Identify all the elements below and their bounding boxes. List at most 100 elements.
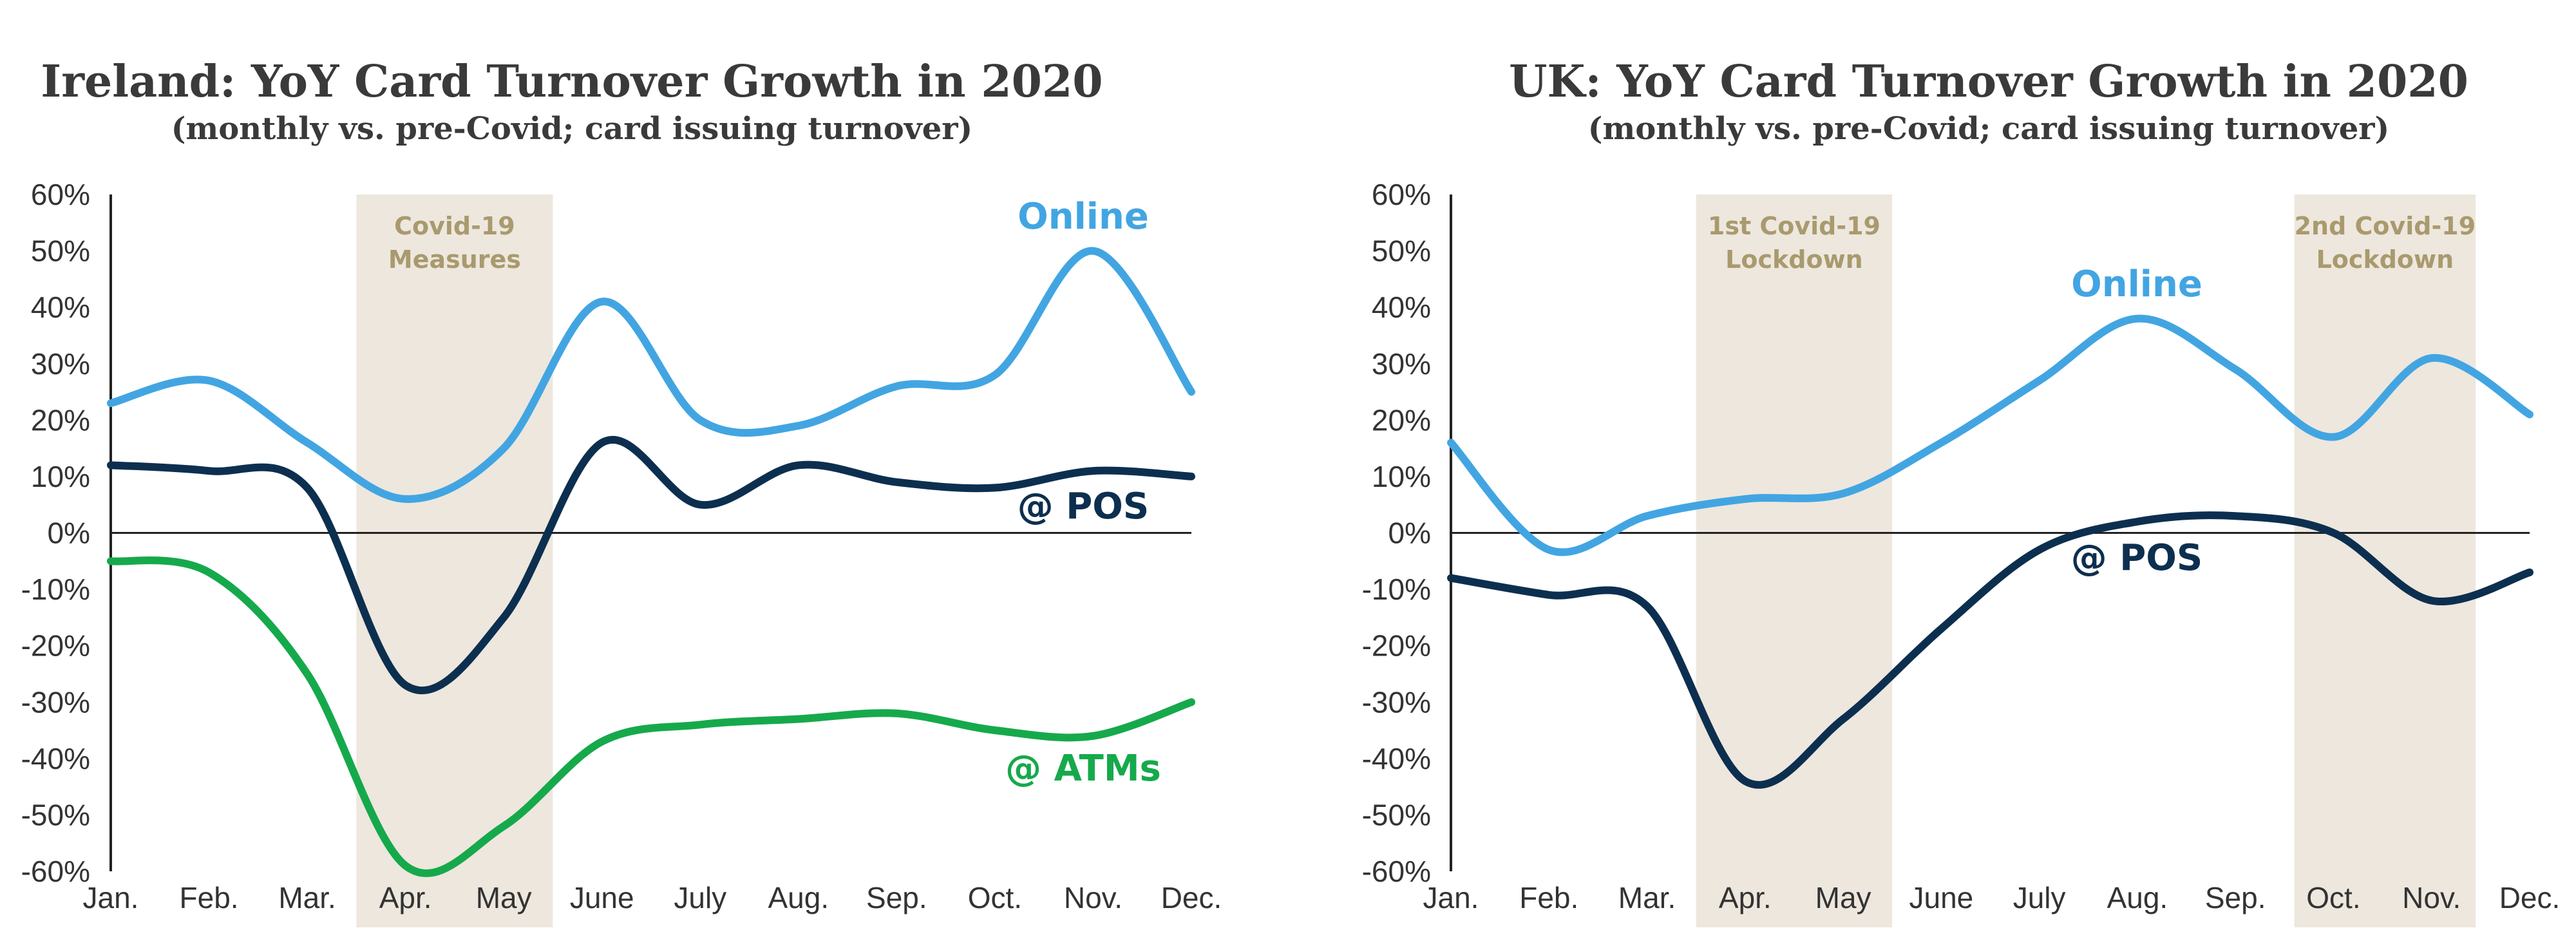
uk-y-tick-label: 10% (1372, 460, 1431, 493)
ireland-pos-point (404, 683, 408, 687)
uk-shade-label: Lockdown (1725, 245, 1863, 274)
ireland-x-tick-label: Mar. (278, 881, 336, 914)
uk-y-tick-label: 0% (1388, 516, 1431, 550)
ireland-atms-point (1189, 700, 1193, 704)
ireland-y-tick-label: -30% (21, 685, 90, 719)
ireland-y-tick-label: -40% (21, 742, 90, 775)
uk-shade-label: 1st Covid-19 (1708, 212, 1880, 240)
ireland-y-tick-label: 20% (31, 403, 90, 437)
uk-x-tick-label: Dec. (2499, 881, 2561, 914)
ireland-series-line-atms (107, 556, 1195, 878)
ireland-atms-point (404, 864, 408, 867)
ireland-online-point (207, 379, 211, 383)
ireland-y-tick-label: -60% (21, 855, 90, 888)
ireland-pos-point (1189, 475, 1193, 478)
ireland-atms-point (895, 712, 898, 715)
uk-series-label-online: Online (2071, 263, 2202, 305)
uk-x-tick-label: June (1909, 881, 1973, 914)
ireland-y-tick-label: 50% (31, 234, 90, 268)
uk-online-point (1743, 497, 1747, 501)
ireland-pos-point (305, 486, 309, 489)
ireland-y-tick-label: -20% (21, 629, 90, 663)
ireland-shade-label: Measures (388, 245, 521, 274)
ireland-x-tick-label: June (570, 881, 634, 914)
ireland-pos-point (698, 503, 702, 507)
ireland-pos-point (1091, 469, 1095, 473)
uk-pos-point (2430, 599, 2434, 603)
uk-online-point (1939, 440, 1943, 444)
ireland-series-label-online: Online (1018, 196, 1149, 238)
ireland-x-tick-label: Apr. (379, 881, 432, 914)
uk-x-tick-label: May (1815, 881, 1871, 914)
ireland-atms-point (993, 728, 997, 732)
ireland-series-line-online (107, 247, 1195, 503)
ireland-series-label-atms: @ ATMs (1005, 748, 1161, 790)
ireland-atms-point (305, 672, 309, 676)
uk-online-point (2528, 413, 2532, 417)
ireland-atms-point (207, 571, 211, 574)
uk-online-point (2331, 435, 2335, 439)
uk-y-tick-label: -20% (1362, 629, 1431, 663)
ireland-online-point (797, 424, 800, 428)
uk-online-point (2233, 368, 2237, 372)
uk-pos-point (2038, 548, 2041, 552)
ireland-online-point (993, 373, 997, 377)
uk-pos-point (1449, 576, 1453, 580)
uk-online-point (2038, 379, 2041, 383)
uk-x-tick-label: Apr. (1719, 881, 1772, 914)
ireland-pos-point (993, 486, 997, 489)
ireland-x-tick-label: Sep. (866, 881, 927, 914)
ireland-x-tick-label: July (674, 881, 726, 914)
ireland-online-point (600, 299, 604, 303)
ireland-online-point (404, 497, 408, 501)
ireland-y-tick-label: -10% (21, 573, 90, 606)
uk-x-tick-label: Oct. (2306, 881, 2360, 914)
uk-pos-point (1743, 779, 1747, 783)
uk-x-tick-label: Mar. (1618, 881, 1676, 914)
uk-series-label-pos: @ POS (2071, 537, 2202, 579)
uk-pos-point (2331, 531, 2335, 535)
uk-chart-title: UK: YoY Card Turnover Growth in 2020 (1509, 56, 2468, 108)
ireland-atms-point (502, 824, 506, 828)
ireland-x-tick-label: Nov. (1064, 881, 1122, 914)
uk-x-tick-label: Jan. (1423, 881, 1479, 914)
ireland-series-line-pos (107, 435, 1195, 695)
uk-shade-label: Lockdown (2316, 245, 2454, 274)
uk-shade-region (1696, 194, 1893, 927)
ireland-pos-point (109, 463, 113, 467)
uk-pos-point (2528, 571, 2532, 574)
ireland-atms-point (1091, 734, 1095, 738)
uk-x-tick-label: Sep. (2205, 881, 2266, 914)
ireland-pos-point (797, 463, 800, 467)
uk-shade-region (2294, 194, 2476, 927)
uk-shade-label: 2nd Covid-19 (2295, 212, 2476, 240)
uk-online-point (1449, 440, 1453, 444)
ireland-online-point (1189, 390, 1193, 394)
ireland-online-point (109, 401, 113, 405)
uk-chart: 1st Covid-19 Lockdown 2nd Covid-19 Lockdown… (1362, 56, 2561, 927)
ireland-atms-point (109, 559, 113, 563)
ireland-pos-point (502, 616, 506, 620)
uk-y-tick-label: -30% (1362, 685, 1431, 719)
uk-x-tick-label: Nov. (2402, 881, 2461, 914)
ireland-pos-point (207, 469, 211, 473)
uk-online-point (1547, 548, 1551, 552)
uk-x-tick-label: Feb. (1519, 881, 1578, 914)
ireland-shade-region (356, 194, 553, 927)
ireland-pos-point (895, 480, 898, 484)
ireland-atms-point (698, 723, 702, 726)
uk-y-tick-label: 20% (1372, 403, 1431, 437)
uk-y-tick-label: 60% (1372, 178, 1431, 211)
uk-series-line-pos (1447, 511, 2533, 789)
uk-online-point (1841, 491, 1845, 495)
uk-series-line-online (1447, 314, 2533, 556)
ireland-online-point (895, 384, 898, 388)
uk-pos-point (2233, 514, 2237, 518)
ireland-chart: Covid-19 Measures Ireland: YoY Card Turnov… (21, 56, 1222, 927)
ireland-online-point (305, 440, 309, 444)
uk-y-tick-label: -10% (1362, 573, 1431, 606)
uk-y-tick-label: 40% (1372, 290, 1431, 324)
ireland-y-tick-label: -50% (21, 798, 90, 831)
uk-y-tick-label: 50% (1372, 234, 1431, 268)
uk-chart-subtitle: (monthly vs. pre-Covid; card issuing tur… (1588, 111, 2389, 147)
